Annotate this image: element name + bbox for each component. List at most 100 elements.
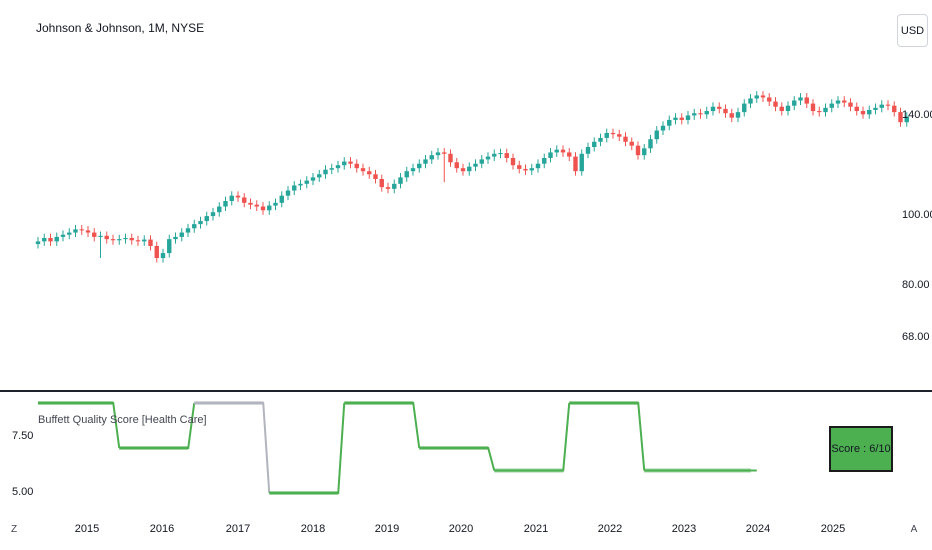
candle-up (204, 216, 209, 222)
candle-down (804, 97, 809, 104)
year-label: 2020 (448, 523, 474, 535)
candle-up (904, 116, 909, 123)
candle-up (267, 205, 272, 211)
candle-down (892, 105, 897, 113)
score-line-segment (494, 402, 571, 472)
indicator-axis-label: 7.50 (12, 430, 34, 442)
candle-up (398, 177, 403, 184)
indicator-title: Buffett Quality Score [Health Care] (38, 414, 207, 426)
candle-up (392, 183, 397, 189)
candle-up (648, 139, 653, 149)
candle-down (92, 232, 97, 237)
candle-up (417, 163, 422, 169)
candle-up (529, 168, 534, 171)
candle-down (523, 168, 528, 171)
price-label: 80.00 (902, 279, 930, 291)
candle-down (842, 100, 847, 103)
candle-up (735, 112, 741, 118)
candle-up (335, 165, 341, 169)
chart-title: Johnson & Johnson, 1M, NYSE (36, 21, 205, 35)
candle-up (229, 195, 234, 202)
year-label: 2017 (225, 523, 251, 535)
score-line-segment (194, 402, 271, 494)
candle-down (85, 230, 91, 233)
candle-up (117, 239, 122, 241)
candle-up (429, 155, 434, 160)
candle-down (460, 168, 466, 172)
candle-up (42, 238, 47, 242)
candle-down (717, 106, 722, 109)
candle-down (385, 187, 391, 189)
candle-down (517, 165, 522, 169)
candle-down (354, 163, 359, 169)
candle-up (585, 147, 591, 154)
candle-up (317, 174, 322, 178)
candle-up (210, 212, 216, 217)
year-label: 2024 (745, 523, 771, 535)
auto-scale-icon[interactable]: A (910, 523, 918, 535)
candle-down (773, 101, 778, 107)
year-label: 2019 (374, 523, 400, 535)
candle-down (885, 104, 891, 106)
candle-down (729, 113, 734, 118)
candle-up (685, 115, 691, 120)
score-line-segment (569, 402, 646, 471)
candle-up (660, 125, 666, 131)
candle-up (223, 201, 228, 207)
candle-up (592, 141, 597, 148)
candle-up (279, 195, 284, 203)
candle-down (448, 153, 453, 163)
candle-down (442, 152, 447, 154)
timezone-icon[interactable]: Z (10, 523, 18, 535)
candle-up (604, 132, 609, 138)
candle-up (554, 149, 559, 153)
candle-up (285, 190, 291, 196)
price-label: 68.00 (902, 331, 930, 343)
candle-down (635, 145, 641, 156)
candle-down (623, 136, 628, 142)
candle-up (692, 113, 697, 116)
candle-up (835, 100, 841, 104)
candle-up (823, 107, 828, 113)
candle-up (748, 98, 753, 104)
candle-up (473, 163, 478, 167)
year-label: 2016 (149, 523, 175, 535)
candle-up (173, 236, 178, 240)
candle-down (560, 149, 566, 153)
candle-down (360, 168, 366, 172)
price-label: 100.00 (902, 209, 932, 221)
candle-up (98, 235, 103, 237)
candle-down (698, 113, 703, 115)
candle-up (179, 232, 184, 237)
candle-up (54, 236, 59, 242)
candle-down (629, 141, 634, 146)
candle-down (254, 204, 259, 207)
candle-up (310, 177, 316, 181)
candle-up (492, 153, 497, 157)
candle-down (817, 111, 822, 113)
currency-button[interactable]: USD (897, 14, 928, 47)
score-line-segment (38, 402, 121, 449)
candle-up (404, 171, 409, 178)
candle-up (542, 157, 547, 164)
candle-up (167, 239, 172, 254)
candle-up (342, 161, 347, 166)
candle-down (723, 108, 728, 114)
pane-divider[interactable] (0, 390, 932, 392)
candle-up (642, 148, 647, 156)
candle-down (129, 238, 134, 241)
candlestick-series (35, 91, 909, 263)
year-label: 2023 (671, 523, 697, 535)
candle-up (710, 106, 716, 112)
candle-down (617, 134, 622, 137)
candle-up (873, 107, 878, 110)
candle-up (485, 156, 491, 160)
candle-up (60, 234, 66, 237)
candle-up (667, 119, 672, 126)
candle-down (79, 229, 84, 231)
candle-down (154, 245, 159, 259)
candle-down (373, 174, 378, 179)
candle-up (742, 103, 747, 113)
candle-down (567, 152, 572, 157)
